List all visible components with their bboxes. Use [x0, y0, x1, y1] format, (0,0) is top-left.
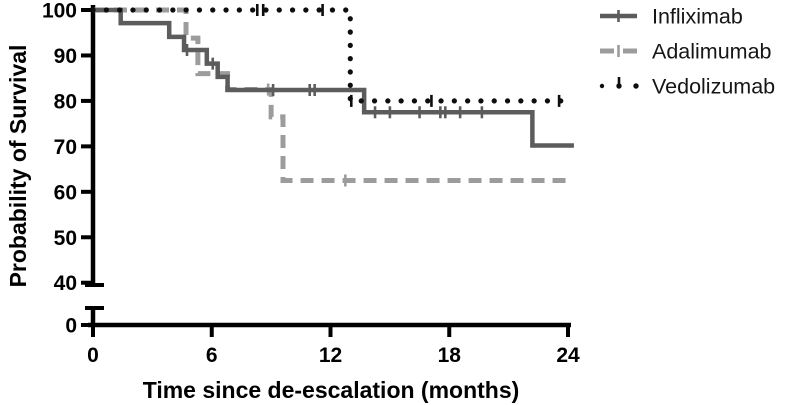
x-tick-label: 24 — [556, 344, 580, 367]
y-tick-label: 0 — [65, 315, 77, 338]
legend-label-infliximab: Infliximab — [652, 5, 743, 29]
y-tick-label: 100 — [42, 0, 77, 23]
legend-item-infliximab: Infliximab — [600, 5, 743, 29]
y-tick-label: 80 — [54, 90, 77, 113]
legend-label-adalimumab: Adalimumab — [652, 40, 772, 64]
legend-item-vedolizumab: Vedolizumab — [599, 75, 775, 99]
x-tick-label: 18 — [438, 344, 462, 367]
x-tick-label: 12 — [319, 344, 342, 367]
legend-label-vedolizumab: Vedolizumab — [652, 75, 775, 99]
legend-swatch-dot — [633, 83, 639, 89]
legend-item-adalimumab: Adalimumab — [600, 40, 772, 64]
y-tick-label: 40 — [54, 272, 77, 295]
legend-swatch-dot — [599, 83, 605, 89]
y-tick-label: 70 — [54, 136, 77, 159]
y-tick-label: 90 — [54, 45, 77, 68]
series-adalimumab — [93, 7, 570, 183]
y-tick-label: 50 — [54, 227, 77, 250]
x-tick-label: 0 — [87, 344, 99, 367]
y-axis-title: Probability of Survival — [5, 45, 31, 288]
x-tick-label: 6 — [206, 344, 218, 367]
series-infliximab — [93, 7, 574, 148]
y-tick-label: 60 — [54, 181, 77, 204]
x-axis-title: Time since de-escalation (months) — [143, 377, 520, 403]
